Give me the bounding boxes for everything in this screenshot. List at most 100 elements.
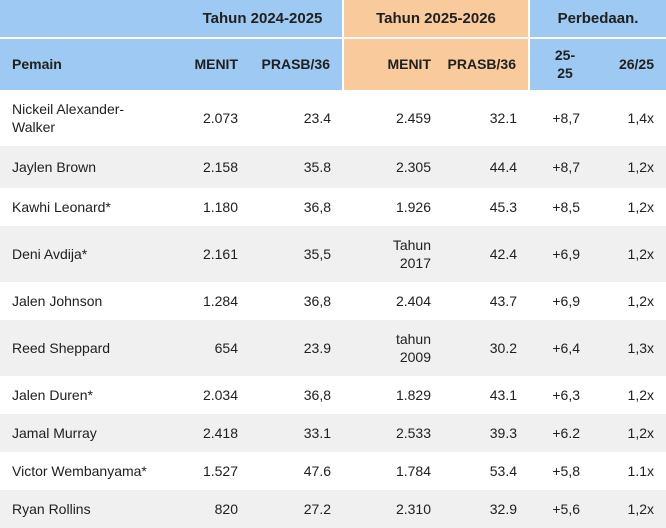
table-header: Tahun 2024-2025 Tahun 2025-2026 Perbedaan.… — [0, 0, 666, 90]
stat-cell: 1,2x — [627, 292, 654, 309]
table-row: Victor Wembanyama* 1.527 47.6 1.784 53.4 +5,8… — [0, 452, 666, 490]
stat-cell: 45.3 — [489, 198, 517, 215]
player-name-cell: Reed Sheppard — [12, 339, 111, 356]
column-header-label: Pemain — [12, 55, 62, 72]
column-header-label: MENIT — [194, 55, 238, 72]
table-row: Nickeil Alexander-Walker 2.073 23.4 2.459 32… — [0, 90, 666, 146]
stat-cell: 1.284 — [202, 292, 238, 309]
table-row: Jalen Duren* 2.034 36,8 1.829 43.1 +6,3 1,2x — [0, 376, 666, 414]
season-group-header-row: Tahun 2024-2025 Tahun 2025-2026 Perbedaan. — [0, 0, 666, 39]
stat-cell: 42.4 — [489, 245, 517, 262]
player-name-cell: Ryan Rollins — [12, 500, 91, 517]
stat-cell: 36,8 — [303, 386, 331, 403]
stat-cell: 2.310 — [395, 500, 431, 517]
stat-cell: 1,2x — [627, 245, 654, 262]
stat-cell: 47.6 — [303, 462, 331, 479]
stat-cell: 36,8 — [303, 292, 331, 309]
player-name-cell: Kawhi Leonard* — [12, 198, 111, 215]
player-name-cell: Jamal Murray — [12, 424, 97, 441]
stat-cell: 1,3x — [627, 339, 654, 356]
stat-cell: 1,4x — [627, 109, 654, 126]
player-name-cell: Jalen Johnson — [12, 292, 103, 309]
stat-cell: 39.3 — [489, 424, 517, 441]
stat-cell: 53.4 — [489, 462, 517, 479]
stat-cell: 2.073 — [202, 109, 238, 126]
table-row: Jaylen Brown 2.158 35.8 2.305 44.4 +8,7 1,2x — [0, 146, 666, 188]
column-header-4: PRASB/36 — [443, 38, 529, 90]
player-name-cell: Jaylen Brown — [12, 158, 97, 175]
stat-cell: 1.784 — [395, 462, 431, 479]
season-group-header: Perbedaan. — [529, 0, 666, 39]
stat-cell: 1,2x — [627, 500, 654, 517]
stat-cell: 33.1 — [303, 424, 331, 441]
table-row: Kawhi Leonard* 1.180 36,8 1.926 45.3 +8,5 1,2x — [0, 188, 666, 226]
stat-cell: 1,2x — [627, 386, 654, 403]
stat-cell: 32.1 — [489, 109, 517, 126]
stat-cell: 2.305 — [395, 158, 431, 175]
stat-cell: +8,7 — [552, 109, 580, 126]
column-header-label: PRASB/36 — [447, 55, 516, 72]
stat-cell: 44.4 — [489, 158, 517, 175]
corner-header — [0, 0, 150, 39]
column-header-6: 26/25 — [592, 38, 666, 90]
stat-cell: +8,5 — [552, 198, 580, 215]
stat-cell: 2.459 — [395, 109, 431, 126]
column-header-label: 25-25 — [554, 47, 576, 81]
stat-cell: +6,3 — [552, 386, 580, 403]
stat-cell: +5,8 — [552, 462, 580, 479]
stat-cell: 2.533 — [395, 424, 431, 441]
column-header-pemain: Pemain — [0, 38, 150, 90]
stat-cell: 36,8 — [303, 198, 331, 215]
stat-cell: 32.9 — [489, 500, 517, 517]
table-row: Jamal Murray 2.418 33.1 2.533 39.3 +6.2 1,2x — [0, 414, 666, 452]
stat-cell: +8,7 — [552, 158, 580, 175]
table-row: Ryan Rollins 820 27.2 2.310 32.9 +5,6 1,2x — [0, 490, 666, 528]
stat-cell: 1,2x — [627, 158, 654, 175]
stat-cell: +6,9 — [552, 245, 580, 262]
season-group-header: Tahun 2024-2025 — [150, 0, 343, 39]
stat-cell: 1,2x — [627, 424, 654, 441]
stat-cell: 35.8 — [303, 158, 331, 175]
stat-cell: 1.527 — [202, 462, 238, 479]
stat-cell: +5,6 — [552, 500, 580, 517]
column-header-2: PRASB/36 — [250, 38, 343, 90]
stat-cell: 2.418 — [202, 424, 238, 441]
stat-cell: 35,5 — [303, 245, 331, 262]
table-row: Reed Sheppard 654 23.9 tahun 2009 30.2 +6,4 1,… — [0, 320, 666, 376]
stat-cell: 654 — [214, 339, 238, 356]
stat-cell: 30.2 — [489, 339, 517, 356]
column-header-row: Pemain MENIT PRASB/36 MENIT PRASB/36 25-25 26/… — [0, 38, 666, 90]
stat-cell: 2.158 — [202, 158, 238, 175]
table-body: Nickeil Alexander-Walker 2.073 23.4 2.459 32… — [0, 90, 666, 528]
player-name-cell: Deni Avdija* — [12, 245, 88, 262]
stat-cell: 27.2 — [303, 500, 331, 517]
player-name-cell: Nickeil Alexander-Walker — [12, 100, 125, 135]
stat-cell: 1.926 — [395, 198, 431, 215]
player-name-cell: Victor Wembanyama* — [12, 462, 147, 479]
table-row: Deni Avdija* 2.161 35,5 Tahun 2017 42.4 +6,9 1… — [0, 226, 666, 282]
stat-cell: +6,9 — [552, 292, 580, 309]
column-header-label: MENIT — [387, 55, 431, 72]
stat-cell: 1,2x — [627, 198, 654, 215]
stat-cell: 23.4 — [303, 109, 331, 126]
stat-cell: tahun 2009 — [395, 330, 431, 365]
stat-cell: 43.7 — [489, 292, 517, 309]
stat-cell: 2.404 — [395, 292, 431, 309]
stat-cell: 1.180 — [202, 198, 238, 215]
stat-cell: 2.161 — [202, 245, 238, 262]
table-row: Jalen Johnson 1.284 36,8 2.404 43.7 +6,9 1,2x — [0, 282, 666, 320]
stat-cell: Tahun 2017 — [392, 236, 431, 271]
stat-cell: 1.1x — [627, 462, 654, 479]
column-header-1: MENIT — [150, 38, 250, 90]
stat-cell: 43.1 — [489, 386, 517, 403]
column-header-5: 25-25 — [528, 38, 592, 90]
stat-cell: 820 — [214, 500, 238, 517]
column-header-label: PRASB/36 — [261, 55, 330, 72]
stat-cell: +6,4 — [552, 339, 580, 356]
stat-cell: 2.034 — [202, 386, 238, 403]
stat-cell: 23.9 — [303, 339, 331, 356]
stat-cell: +6.2 — [552, 424, 580, 441]
column-header-label: 26/25 — [618, 55, 654, 72]
column-header-3: MENIT — [342, 38, 443, 90]
